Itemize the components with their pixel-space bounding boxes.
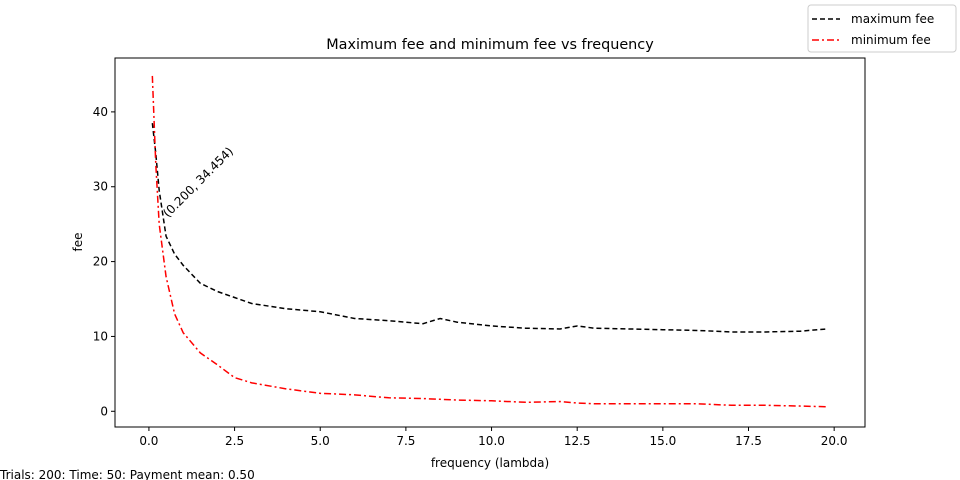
x-tick-label: 20.0 bbox=[821, 434, 848, 448]
legend-label: maximum fee bbox=[851, 12, 934, 26]
line bbox=[151, 123, 828, 333]
x-tick-label: 12.5 bbox=[564, 434, 591, 448]
chart-title: Maximum fee and minimum fee vs frequency bbox=[326, 37, 654, 53]
y-axis-label: fee bbox=[71, 233, 85, 252]
x-tick-label: 7.5 bbox=[396, 434, 415, 448]
x-tick-label: 15.0 bbox=[649, 434, 676, 448]
y-tick-label: 20 bbox=[93, 255, 108, 269]
x-tick-label: 10.0 bbox=[478, 434, 505, 448]
x-tick-label: 2.5 bbox=[225, 434, 244, 448]
y-tick-label: 10 bbox=[93, 329, 108, 343]
y-tick-label: 40 bbox=[93, 105, 108, 119]
plot-frame bbox=[114, 57, 866, 428]
line bbox=[151, 75, 828, 408]
x-tick-label: 17.5 bbox=[735, 434, 762, 448]
y-tick-label: 30 bbox=[93, 180, 108, 194]
legend-label: minimum fee bbox=[851, 33, 931, 47]
x-axis-label: frequency (lambda) bbox=[431, 456, 549, 470]
x-tick-label: 0.0 bbox=[139, 434, 158, 448]
x-tick-label: 5.0 bbox=[311, 434, 330, 448]
legend-box bbox=[807, 4, 957, 53]
annotation: (0.200, 34.454) bbox=[160, 144, 236, 220]
footer: Trials: 200: Time: 50: Payment mean: 0.5… bbox=[0, 468, 255, 480]
y-tick-label: 0 bbox=[100, 404, 108, 418]
